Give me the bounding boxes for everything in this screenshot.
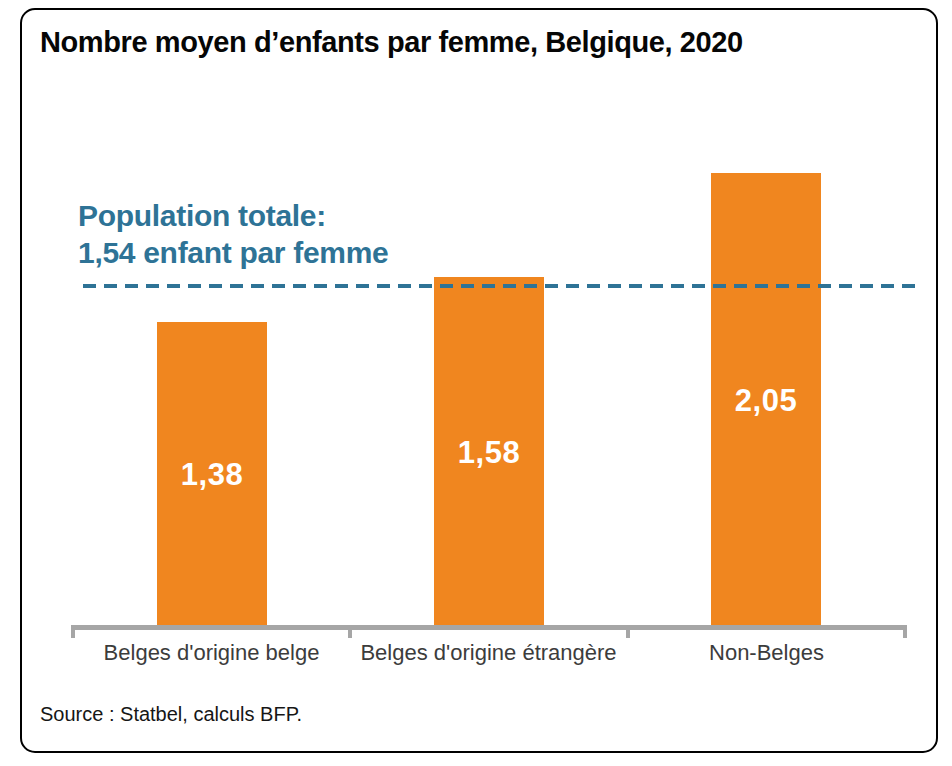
x-axis-line bbox=[73, 625, 905, 630]
annotation-line2: 1,54 enfant par femme bbox=[78, 234, 389, 271]
x-axis-tick bbox=[71, 625, 75, 638]
figure-canvas: Nombre moyen d’enfants par femme, Belgiq… bbox=[0, 0, 952, 766]
x-axis-tick bbox=[903, 625, 907, 638]
bar: 1,38 bbox=[157, 322, 267, 628]
category-label: Non-Belges bbox=[628, 640, 905, 666]
bar: 2,05 bbox=[711, 173, 821, 628]
bar-value-label: 2,05 bbox=[735, 383, 797, 419]
category-label: Belges d'origine étrangère bbox=[350, 640, 627, 666]
bar: 1,58 bbox=[434, 277, 544, 628]
bar-value-label: 1,58 bbox=[458, 435, 520, 471]
plot-area: 1,38 1,58 2,05 Belges d'origine belgeBelges… bbox=[0, 0, 952, 766]
x-axis-tick bbox=[348, 625, 352, 638]
reference-dashed-line bbox=[83, 284, 922, 288]
x-axis-tick bbox=[626, 625, 630, 638]
source-note: Source : Statbel, calculs BFP. bbox=[40, 703, 302, 726]
category-label: Belges d'origine belge bbox=[73, 640, 350, 666]
bar-value-label: 1,38 bbox=[181, 457, 243, 493]
reference-annotation: Population totale: 1,54 enfant par femme bbox=[78, 197, 389, 271]
annotation-line1: Population totale: bbox=[78, 197, 389, 234]
